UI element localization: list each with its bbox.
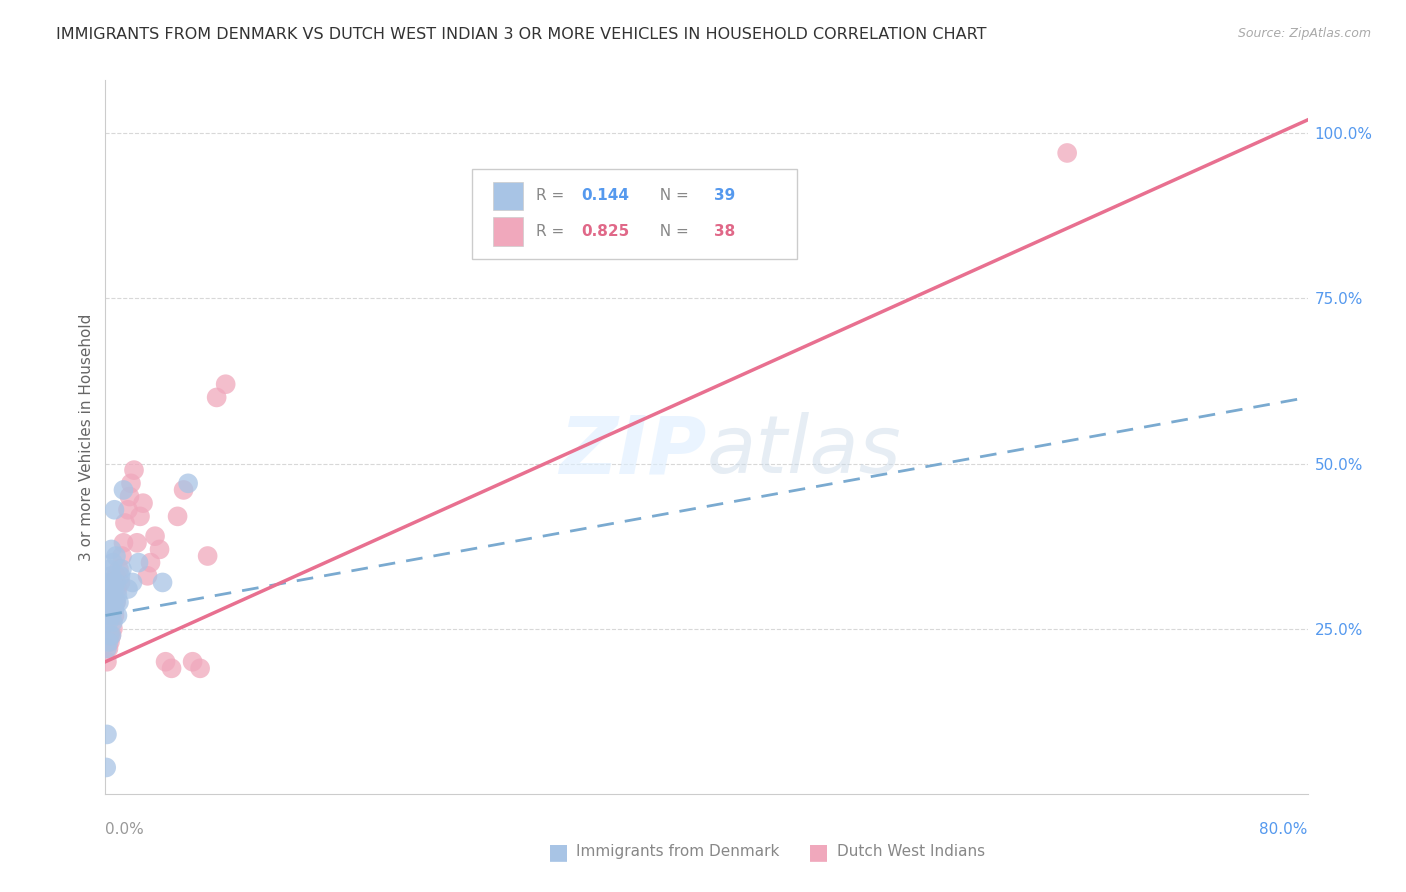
Text: 0.0%: 0.0% [105, 822, 145, 837]
Text: IMMIGRANTS FROM DENMARK VS DUTCH WEST INDIAN 3 OR MORE VEHICLES IN HOUSEHOLD COR: IMMIGRANTS FROM DENMARK VS DUTCH WEST IN… [56, 27, 987, 42]
Point [104, 549, 127, 563]
Text: N =: N = [650, 224, 693, 239]
Point [96, 760, 118, 774]
Point [101, 556, 124, 570]
Point [97, 641, 120, 656]
Point [100, 628, 122, 642]
Text: Dutch West Indians: Dutch West Indians [837, 845, 984, 859]
Text: 0.825: 0.825 [582, 224, 630, 239]
Point [112, 536, 135, 550]
Point [108, 595, 131, 609]
Point [107, 582, 129, 596]
Point [112, 483, 135, 497]
Text: R =: R = [536, 188, 569, 203]
Text: 80.0%: 80.0% [1260, 822, 1308, 837]
FancyBboxPatch shape [492, 182, 523, 211]
Point [139, 556, 162, 570]
Text: 38: 38 [714, 224, 735, 239]
Point [132, 496, 155, 510]
Point [101, 615, 124, 629]
Text: Source: ZipAtlas.com: Source: ZipAtlas.com [1237, 27, 1371, 40]
Point [101, 575, 124, 590]
Point [117, 582, 139, 596]
Point [125, 536, 148, 550]
Point [107, 608, 129, 623]
Point [197, 549, 219, 563]
Point [148, 542, 170, 557]
Point [128, 556, 150, 570]
Point [214, 377, 236, 392]
Point [111, 549, 134, 563]
Text: R =: R = [536, 224, 569, 239]
Point [98, 628, 121, 642]
Point [121, 575, 143, 590]
Point [104, 595, 127, 609]
Text: 39: 39 [714, 188, 735, 203]
Text: ■: ■ [548, 842, 569, 862]
FancyBboxPatch shape [472, 169, 797, 259]
Point [181, 655, 204, 669]
Point [100, 602, 122, 616]
Point [98, 582, 121, 596]
Point [188, 661, 211, 675]
Point [98, 608, 121, 623]
Point [96, 727, 118, 741]
Text: atlas: atlas [707, 412, 901, 491]
Point [1056, 145, 1078, 160]
Y-axis label: 3 or more Vehicles in Household: 3 or more Vehicles in Household [79, 313, 94, 561]
Point [177, 476, 200, 491]
Point [97, 575, 120, 590]
Point [122, 463, 145, 477]
Point [100, 589, 122, 603]
Text: Immigrants from Denmark: Immigrants from Denmark [576, 845, 780, 859]
Point [101, 595, 124, 609]
Point [110, 569, 132, 583]
Point [205, 391, 228, 405]
Text: N =: N = [650, 188, 693, 203]
Point [129, 509, 152, 524]
Point [120, 476, 142, 491]
Point [118, 490, 141, 504]
Point [101, 589, 124, 603]
Point [100, 608, 122, 623]
Point [96, 608, 118, 623]
Point [103, 602, 125, 616]
Point [103, 608, 125, 623]
Point [97, 602, 120, 616]
Point [166, 509, 188, 524]
Point [160, 661, 183, 675]
Point [101, 622, 124, 636]
Point [108, 562, 131, 576]
Text: 0.144: 0.144 [582, 188, 630, 203]
Point [143, 529, 166, 543]
Point [103, 582, 125, 596]
Point [98, 635, 121, 649]
Point [152, 575, 174, 590]
Point [97, 615, 120, 629]
Point [98, 608, 121, 623]
Point [96, 641, 118, 656]
Point [173, 483, 195, 497]
Point [155, 655, 177, 669]
Point [100, 569, 122, 583]
Point [117, 502, 139, 516]
Point [114, 516, 136, 530]
Point [103, 502, 125, 516]
Point [96, 655, 118, 669]
Point [98, 595, 121, 609]
Text: ■: ■ [808, 842, 830, 862]
Text: ZIP: ZIP [560, 412, 707, 491]
Point [111, 562, 134, 576]
Point [104, 569, 127, 583]
Point [104, 595, 127, 609]
Point [100, 628, 122, 642]
Point [100, 542, 122, 557]
Point [97, 635, 120, 649]
Point [98, 562, 121, 576]
Point [107, 589, 129, 603]
Point [110, 575, 132, 590]
Point [136, 569, 159, 583]
Point [104, 575, 127, 590]
FancyBboxPatch shape [492, 218, 523, 246]
